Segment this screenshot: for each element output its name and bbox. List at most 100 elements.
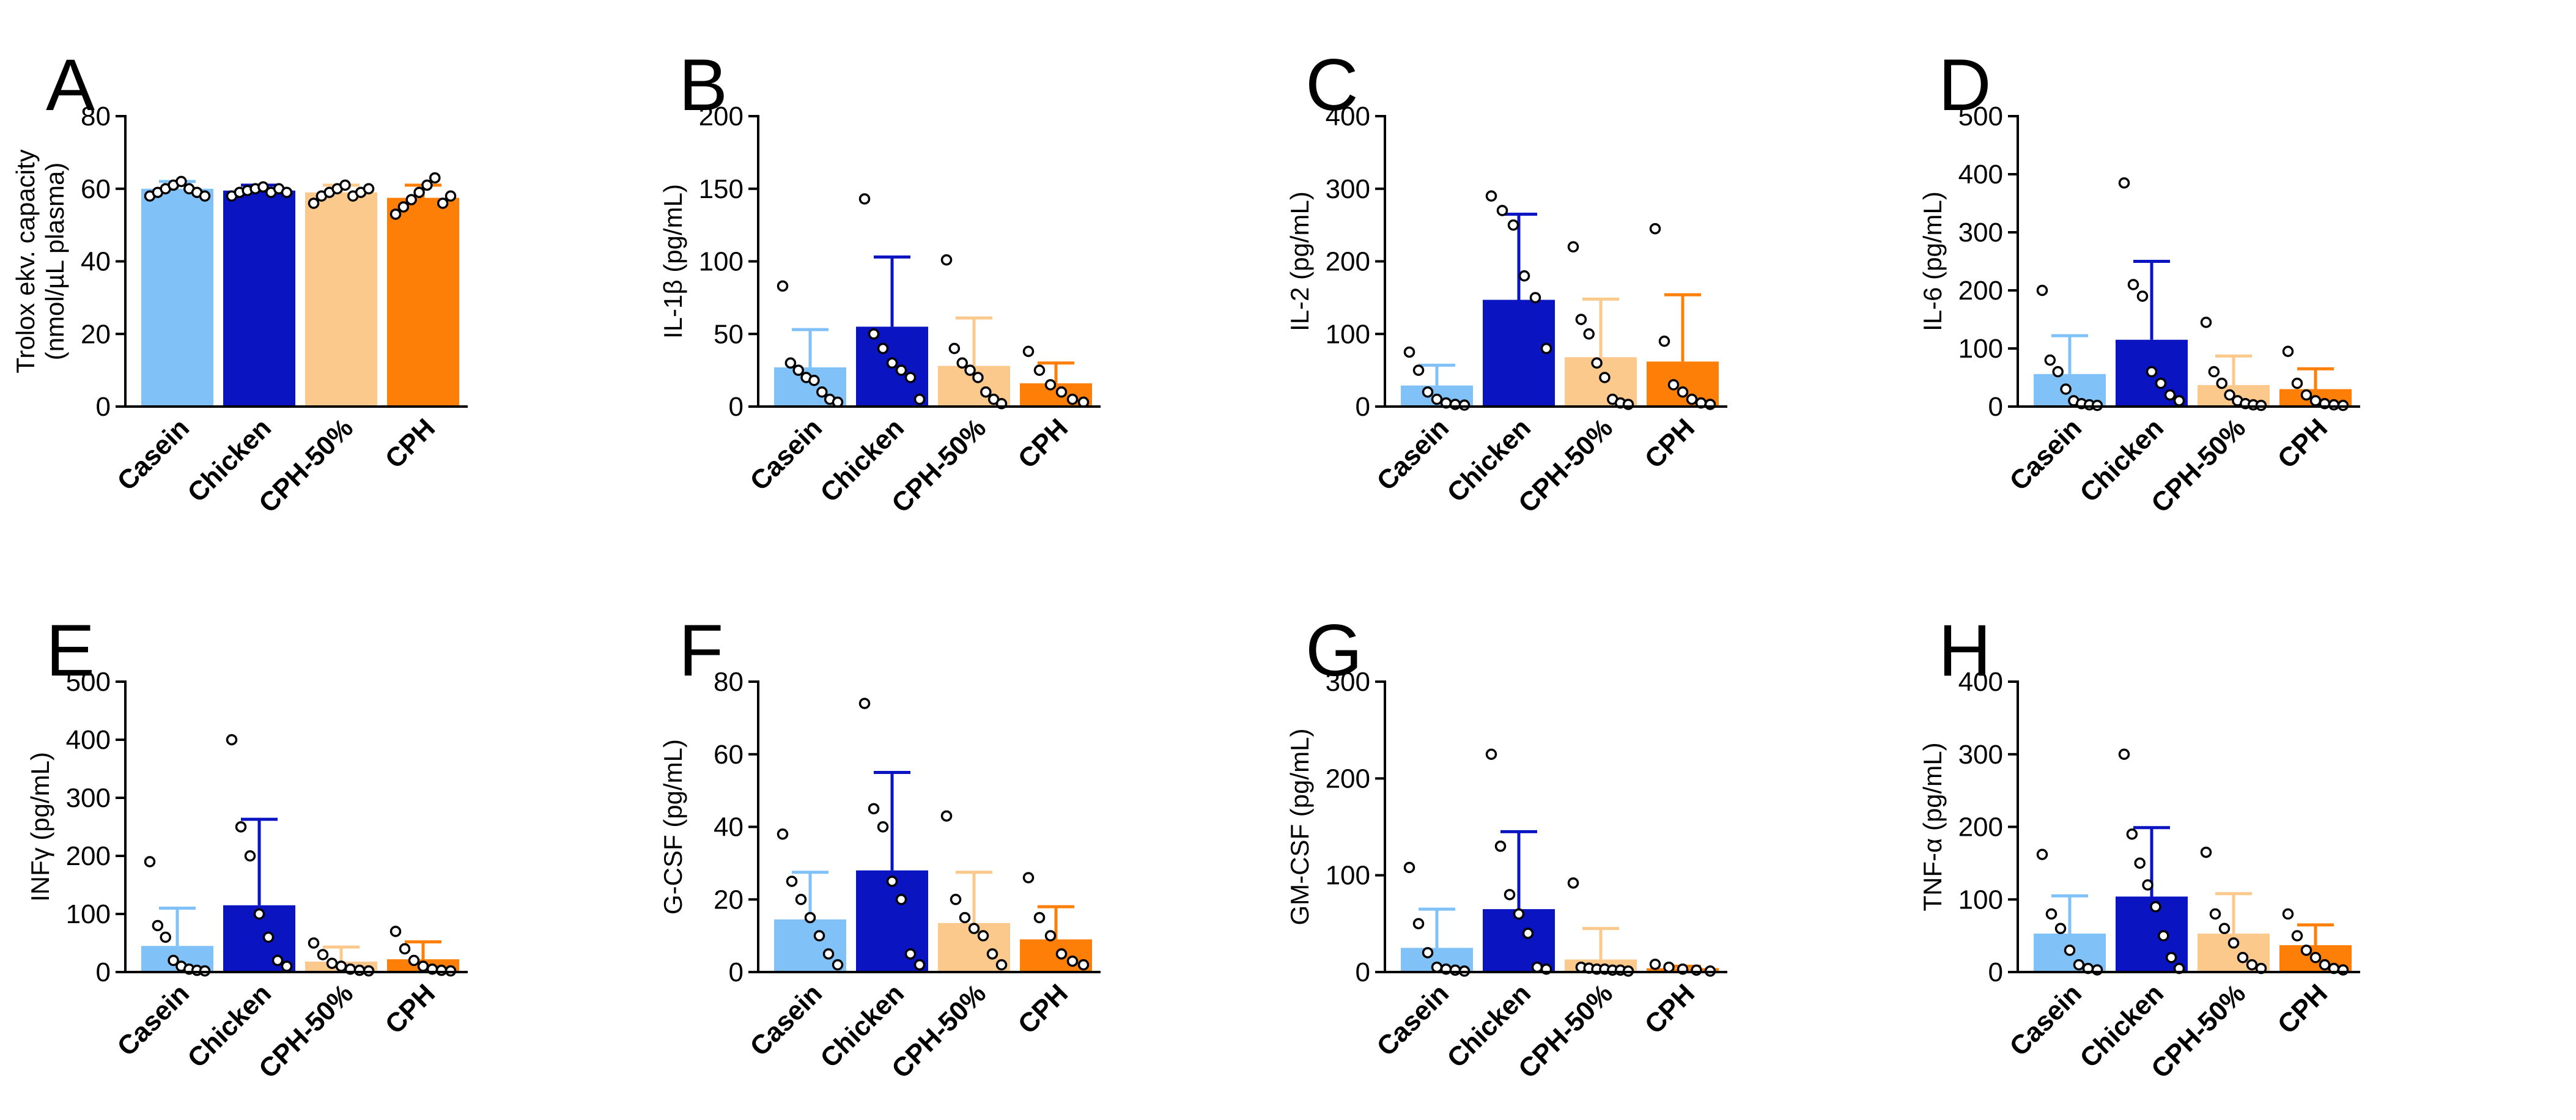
- panel-a-bar: [305, 192, 377, 407]
- panel-e-y-tick-label: 0: [96, 957, 111, 987]
- panel-f-data-point: [986, 948, 998, 960]
- panel-h-data-point: [2126, 828, 2138, 840]
- panel-g-data-point: [1663, 961, 1675, 973]
- panel-b-y-tick-label: 100: [699, 247, 744, 277]
- panel-b-data-point: [1066, 393, 1079, 405]
- panel-f-data-point: [795, 894, 807, 905]
- panel-c-bar: [1647, 361, 1719, 407]
- panel-g-y-tick-label: 0: [1356, 957, 1370, 987]
- panel-d-data-point: [2052, 366, 2064, 378]
- panel-f-y-tick-label: 20: [714, 885, 744, 915]
- panel-h-data-point: [2200, 846, 2212, 858]
- panel-b-data-point: [895, 364, 907, 376]
- panel-h-data-point: [2165, 952, 2177, 963]
- panel-a-data-point: [413, 186, 425, 198]
- panel-b-data-point: [877, 342, 889, 355]
- panel-g-y-label: GM-CSF (pg/mL): [1285, 728, 1314, 925]
- panel-g-data-point: [1522, 927, 1534, 939]
- panel-f-letter: F: [679, 610, 723, 691]
- panel-c-data-point: [1575, 314, 1587, 325]
- panel-h-y-tick-label: 200: [1958, 812, 2003, 842]
- panel-g-y-tick-label: 100: [1326, 861, 1370, 891]
- panel-d-data-point: [2200, 317, 2212, 328]
- panel-e-data-point: [308, 937, 320, 949]
- panel-c-y-label: IL-2 (pg/mL): [1285, 191, 1314, 331]
- panel-e-data-point: [271, 954, 284, 967]
- panel-c-bar: [1483, 300, 1555, 407]
- panel-f-category-label: Casein: [744, 978, 828, 1062]
- panel-d-letter: D: [1938, 44, 1991, 126]
- panel-f-data-point: [940, 810, 953, 822]
- panel-e-data-point: [226, 734, 238, 746]
- panel-c-data-point: [1649, 223, 1661, 235]
- panel-h-y-tick-label: 0: [1988, 957, 2003, 987]
- panel-e-data-point: [353, 964, 366, 976]
- panel-f-data-point: [950, 894, 962, 905]
- panel-f-data-point: [822, 948, 835, 960]
- panel-c-data-point: [1496, 205, 1508, 216]
- panel-f-data-point: [904, 948, 917, 960]
- panel-e-data-point: [326, 957, 338, 969]
- panel-b-y-tick-label: 0: [729, 392, 744, 422]
- panel-f-y-label: G-CSF (pg/mL): [659, 739, 687, 915]
- panel-c-y-tick-label: 300: [1326, 174, 1370, 204]
- panel-d-y-tick-label: 500: [1958, 101, 2003, 131]
- panel-f-data-point: [1077, 959, 1090, 971]
- panel-a-data-point: [397, 201, 410, 213]
- panel-c-data-point: [1540, 342, 1552, 355]
- panel-h-data-point: [2282, 908, 2294, 920]
- panel-a-y-tick-label: 20: [81, 319, 111, 349]
- panel-c-data-point: [1412, 364, 1425, 376]
- panel-f-data-point: [804, 912, 816, 924]
- panel-h-letter: H: [1938, 610, 1991, 691]
- panel-d-y-tick-label: 100: [1958, 334, 2003, 364]
- panel-a-y-tick-label: 60: [81, 174, 111, 204]
- panel-f-data-point: [777, 828, 789, 840]
- panel-e-data-point: [435, 964, 448, 976]
- panel-e-data-point: [262, 931, 275, 943]
- panel-g-data-point: [1504, 889, 1516, 901]
- panel-a-y-tick-label: 40: [81, 247, 111, 277]
- panel-e-data-point: [160, 931, 171, 943]
- panel-f-data-point: [977, 930, 989, 941]
- panel-a-category-label: Casein: [111, 413, 195, 496]
- panel-e-data-point: [399, 943, 411, 955]
- panel-g-data-point: [1449, 964, 1461, 976]
- panel-b-data-point: [1033, 364, 1046, 376]
- panel-d-data-point: [2118, 177, 2130, 189]
- panel-e-category-label: Casein: [111, 978, 195, 1062]
- panel-g-data-point: [1494, 840, 1507, 852]
- panel-d-data-point: [2164, 389, 2176, 401]
- panel-h-data-point: [2064, 945, 2076, 956]
- panel-b-data-point: [816, 386, 828, 398]
- panel-d-data-point: [2328, 399, 2340, 411]
- panel-b-data-point: [1055, 386, 1068, 398]
- panel-f-data-point: [959, 912, 971, 924]
- panel-d-y-tick-label: 0: [1988, 392, 2003, 422]
- panel-b-data-point: [948, 342, 961, 355]
- panel-d-category-label: Casein: [2004, 413, 2087, 496]
- panel-h-data-point: [2209, 908, 2221, 920]
- panel-a-data-point: [405, 194, 417, 205]
- panel-a-data-point: [421, 179, 433, 191]
- panel-b-data-point: [913, 393, 926, 405]
- panel-h-y-label: TNF-α (pg/mL): [1918, 742, 1947, 911]
- panel-c-data-point: [1591, 357, 1603, 369]
- panel-b-y-tick-label: 50: [714, 319, 744, 349]
- panel-c-data-point: [1599, 372, 1611, 383]
- panel-f-data-point: [895, 894, 907, 905]
- panel-b-data-point: [980, 386, 992, 398]
- panel-c-data-point: [1518, 270, 1530, 282]
- panel-e-data-point: [235, 821, 247, 833]
- panel-f-data-point: [868, 803, 880, 815]
- panel-c-data-point: [1529, 292, 1541, 304]
- panel-h-data-point: [2309, 952, 2322, 963]
- panel-c-y-tick-label: 100: [1326, 319, 1370, 349]
- panel-b-data-point: [940, 254, 953, 266]
- panel-h-data-point: [2073, 959, 2085, 971]
- panel-h-data-point: [2300, 945, 2312, 956]
